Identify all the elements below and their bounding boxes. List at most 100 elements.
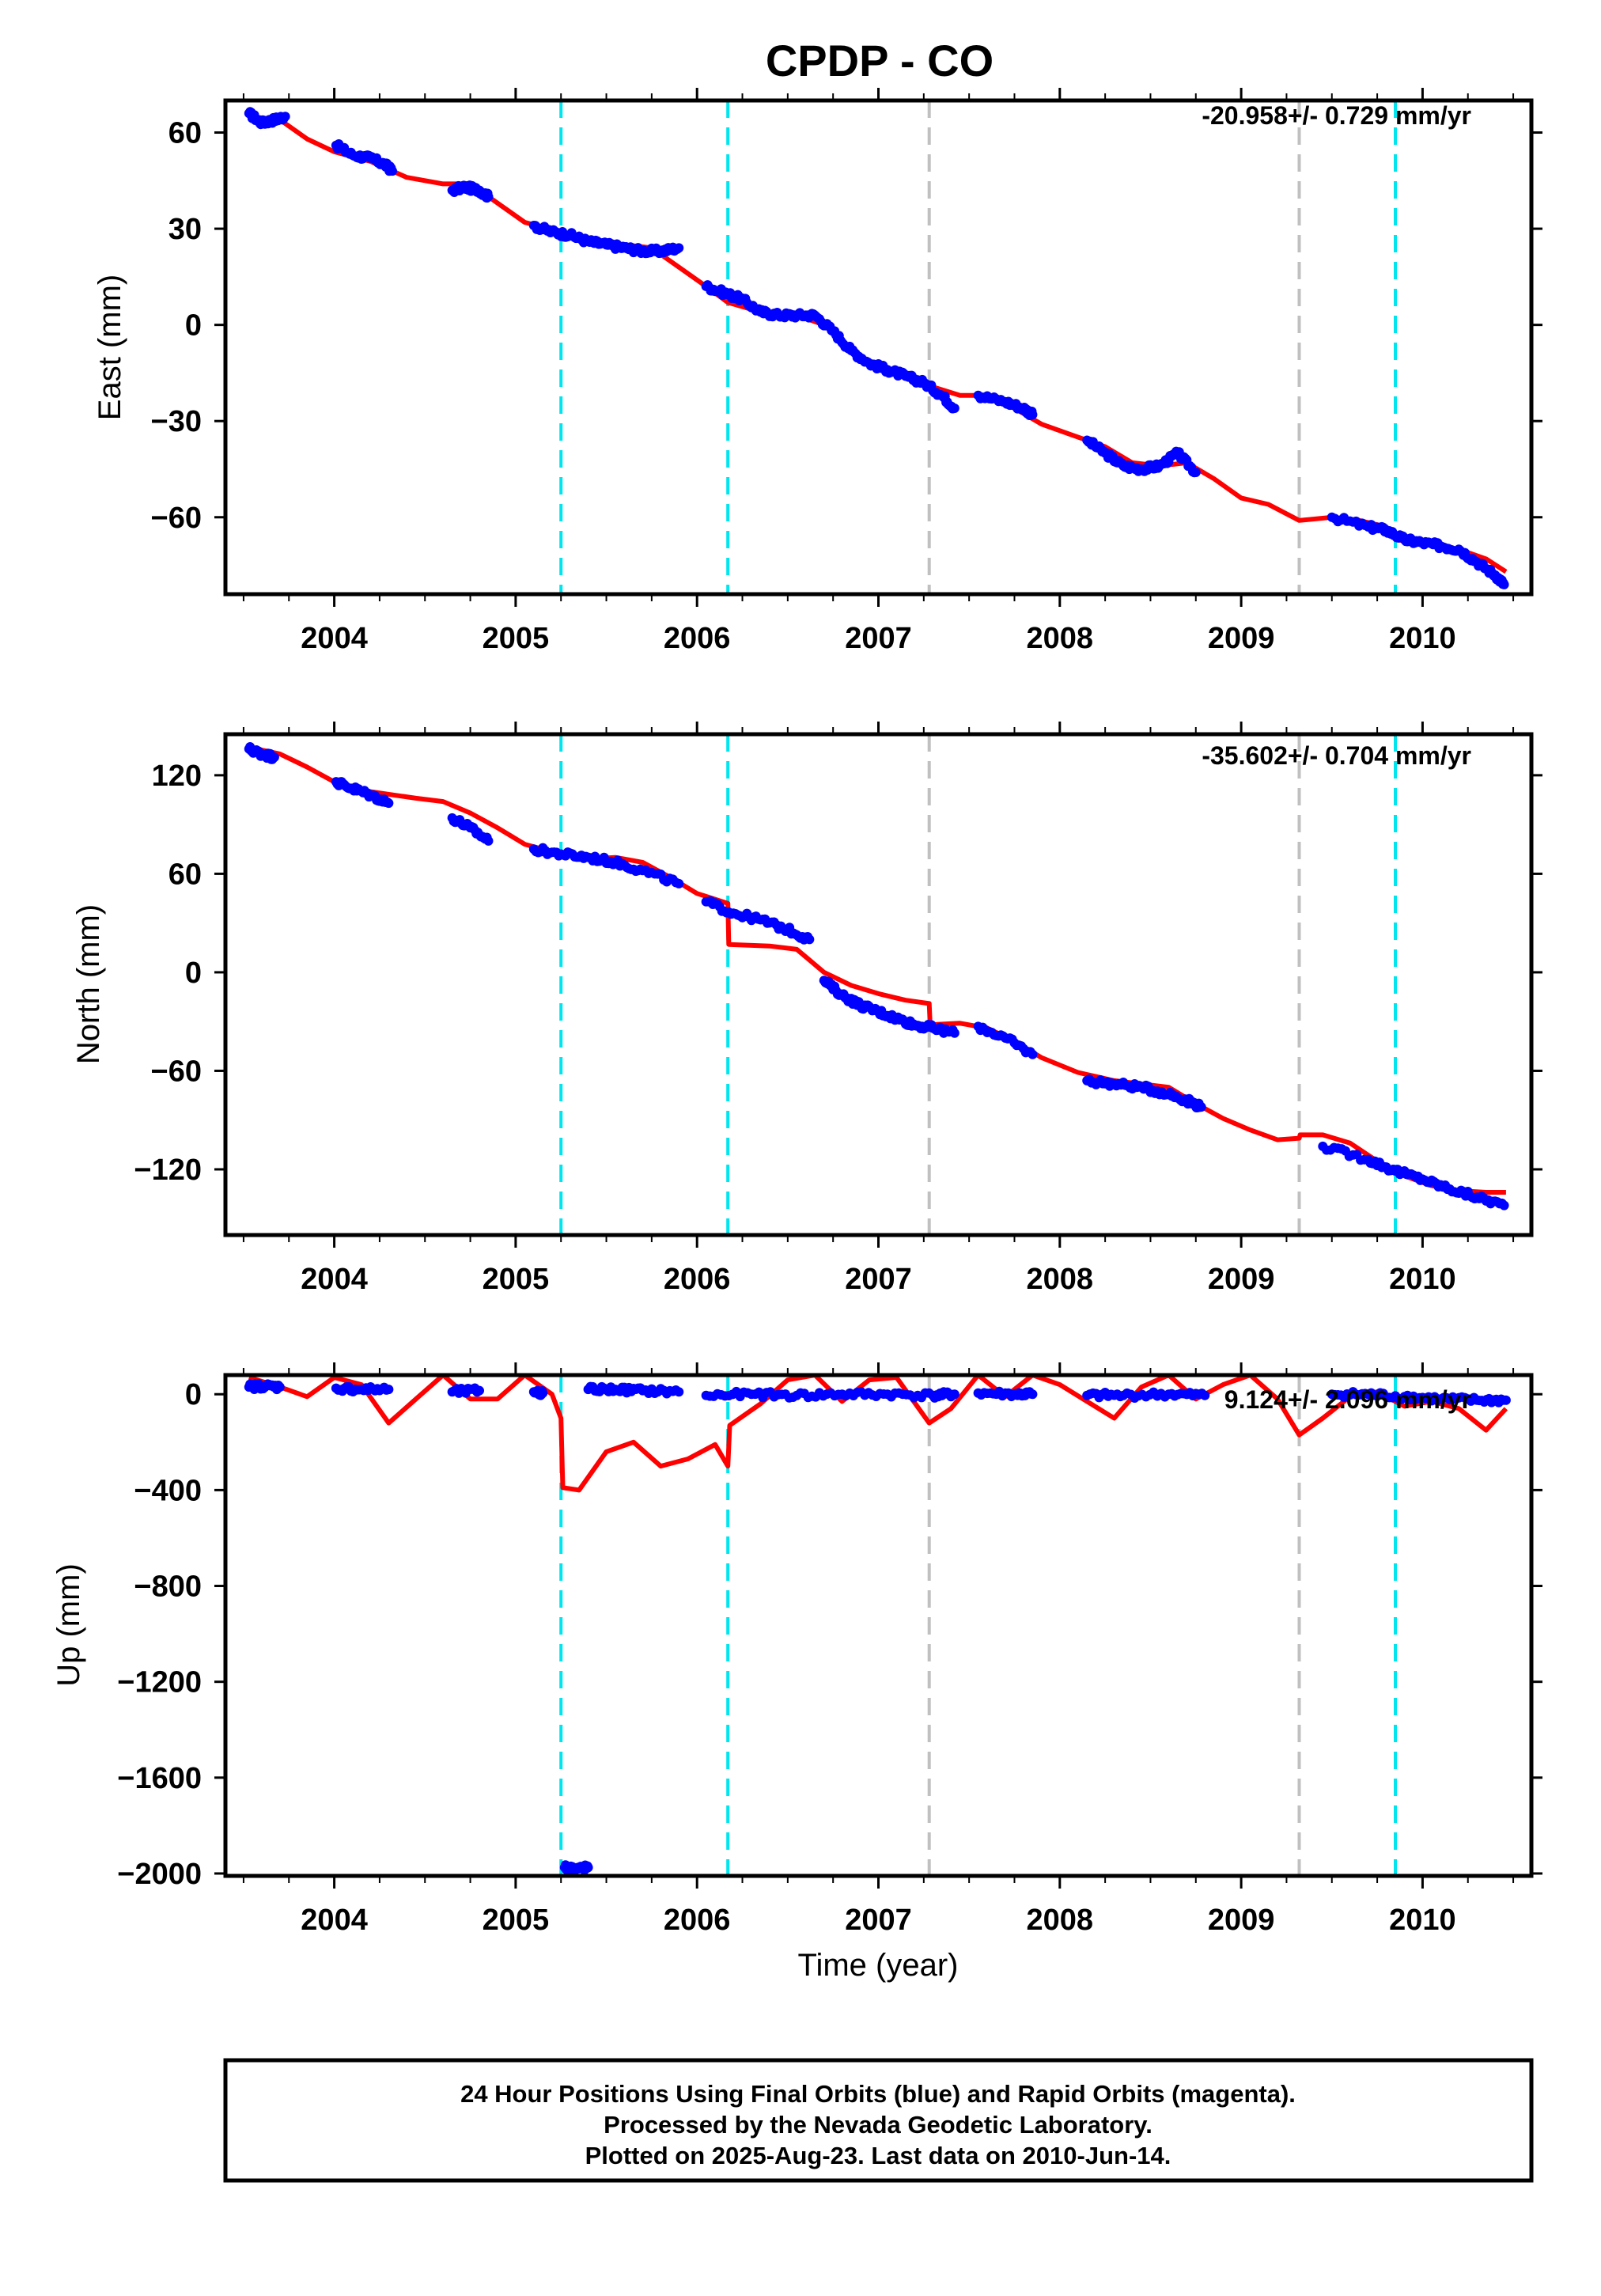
position-point xyxy=(674,1387,684,1397)
position-point xyxy=(674,243,684,253)
x-tick-labels: 2004 2005 2006 2007 2008 2009 2010 xyxy=(301,622,1455,655)
y-tick-labels: 0 −400 −800 −1200 −1600 −2000 xyxy=(117,1378,202,1891)
rate-annotation: 9.124+/- 2.096 mm/yr xyxy=(1224,1385,1471,1414)
position-point xyxy=(674,878,684,888)
x-tick-label: 2006 xyxy=(664,1904,731,1937)
figure-title: CPDP - CO xyxy=(766,36,994,85)
footer-line-1: 24 Hour Positions Using Final Orbits (bl… xyxy=(460,2080,1296,2108)
event-lines xyxy=(559,100,1398,594)
position-point xyxy=(1028,1049,1038,1059)
y-tick-label: −400 xyxy=(134,1474,202,1507)
position-point xyxy=(280,112,290,122)
position-point xyxy=(1499,579,1509,589)
x-tick-label: 2007 xyxy=(845,1263,912,1296)
position-point xyxy=(1196,1102,1206,1112)
model-line xyxy=(248,1375,1508,1493)
plot-frame xyxy=(223,1373,1534,1878)
position-point xyxy=(949,1389,959,1400)
y-axis-label: North (mm) xyxy=(71,904,106,1064)
x-tick-label: 2007 xyxy=(845,622,912,655)
plot-frame xyxy=(223,732,1534,1237)
position-point xyxy=(384,1385,394,1395)
x-tick-label: 2009 xyxy=(1208,1263,1275,1296)
y-tick-label: −120 xyxy=(134,1154,202,1187)
position-point xyxy=(804,934,815,945)
footer-line-3: Plotted on 2025-Aug-23. Last data on 201… xyxy=(585,2142,1171,2169)
panel-up: 0−400−800−1200−1600−2000 2004 2005 2006 200… xyxy=(51,1362,1542,1937)
axis-ticks xyxy=(214,88,1542,607)
x-tick-label: 2005 xyxy=(483,1904,550,1937)
axis-ticks xyxy=(214,722,1542,1248)
position-points xyxy=(244,107,1509,589)
y-tick-labels: 120 60 0 −60 −120 xyxy=(134,760,202,1187)
position-point xyxy=(1028,410,1038,420)
y-tick-label: 0 xyxy=(185,309,202,343)
x-tick-label: 2004 xyxy=(301,1904,368,1937)
model-line xyxy=(248,744,1506,1195)
y-axis-label: East (mm) xyxy=(93,275,127,420)
x-tick-labels: 2004 2005 2006 2007 2008 2009 2010 xyxy=(301,1263,1455,1296)
event-lines xyxy=(559,734,1398,1235)
footer-box: 24 Hour Positions Using Final Orbits (bl… xyxy=(223,2058,1534,2183)
x-tick-label: 2010 xyxy=(1389,1904,1456,1937)
y-tick-label: −60 xyxy=(151,1055,202,1088)
x-tick-label: 2010 xyxy=(1389,1263,1456,1296)
y-tick-label: 0 xyxy=(185,1378,202,1411)
x-tick-label: 2005 xyxy=(483,1263,550,1296)
position-point xyxy=(475,1385,485,1396)
y-axis-label: Up (mm) xyxy=(51,1563,86,1687)
x-tick-label: 2009 xyxy=(1208,622,1275,655)
y-tick-label: 30 xyxy=(168,213,202,246)
position-point xyxy=(1501,1395,1511,1405)
event-lines xyxy=(559,1375,1398,1876)
y-tick-label: 60 xyxy=(168,858,202,891)
x-tick-label: 2008 xyxy=(1027,622,1094,655)
x-axis-label: Time (year) xyxy=(798,1948,959,1983)
position-point xyxy=(538,1388,548,1398)
y-tick-label: 120 xyxy=(152,760,202,793)
position-point xyxy=(483,191,494,202)
axis-ticks xyxy=(214,1362,1542,1889)
position-point xyxy=(269,752,279,763)
x-tick-label: 2006 xyxy=(664,1263,731,1296)
y-tick-label: −1200 xyxy=(117,1666,202,1699)
x-tick-label: 2008 xyxy=(1027,1263,1094,1296)
position-point xyxy=(1028,1389,1038,1400)
model-curve xyxy=(248,1375,1508,1493)
position-point xyxy=(483,835,494,846)
x-tick-label: 2009 xyxy=(1208,1904,1275,1937)
x-tick-label: 2004 xyxy=(301,1263,368,1296)
rate-annotation: -20.958+/- 0.729 mm/yr xyxy=(1202,101,1471,130)
position-point xyxy=(1190,468,1201,478)
x-tick-label: 2006 xyxy=(664,622,731,655)
position-point xyxy=(583,1862,593,1873)
y-tick-labels: 60 30 0 −30 −60 xyxy=(151,117,202,535)
y-tick-label: −1600 xyxy=(117,1762,202,1795)
y-tick-label: −60 xyxy=(151,502,202,535)
position-point xyxy=(949,403,959,413)
position-points xyxy=(244,742,1509,1211)
position-points xyxy=(244,1379,1511,1877)
position-point xyxy=(949,1028,959,1038)
model-curve xyxy=(248,744,1506,1195)
y-tick-label: −2000 xyxy=(117,1858,202,1891)
x-tick-label: 2007 xyxy=(845,1904,912,1937)
x-tick-label: 2005 xyxy=(483,622,550,655)
y-tick-label: 0 xyxy=(185,957,202,990)
x-tick-label: 2008 xyxy=(1027,1904,1094,1937)
position-point xyxy=(384,798,394,809)
footer-line-2: Processed by the Nevada Geodetic Laborat… xyxy=(604,2111,1152,2139)
model-curve xyxy=(248,114,1508,574)
position-point xyxy=(274,1382,285,1392)
x-tick-label: 2010 xyxy=(1389,622,1456,655)
y-tick-label: −800 xyxy=(134,1570,202,1604)
x-tick-labels: 2004 2005 2006 2007 2008 2009 2010 xyxy=(301,1904,1455,1937)
rate-annotation: -35.602+/- 0.704 mm/yr xyxy=(1202,741,1471,770)
model-line xyxy=(248,114,1508,574)
x-tick-label: 2004 xyxy=(301,622,368,655)
y-tick-label: −30 xyxy=(151,405,202,438)
y-tick-label: 60 xyxy=(168,117,202,150)
position-point xyxy=(387,166,397,176)
